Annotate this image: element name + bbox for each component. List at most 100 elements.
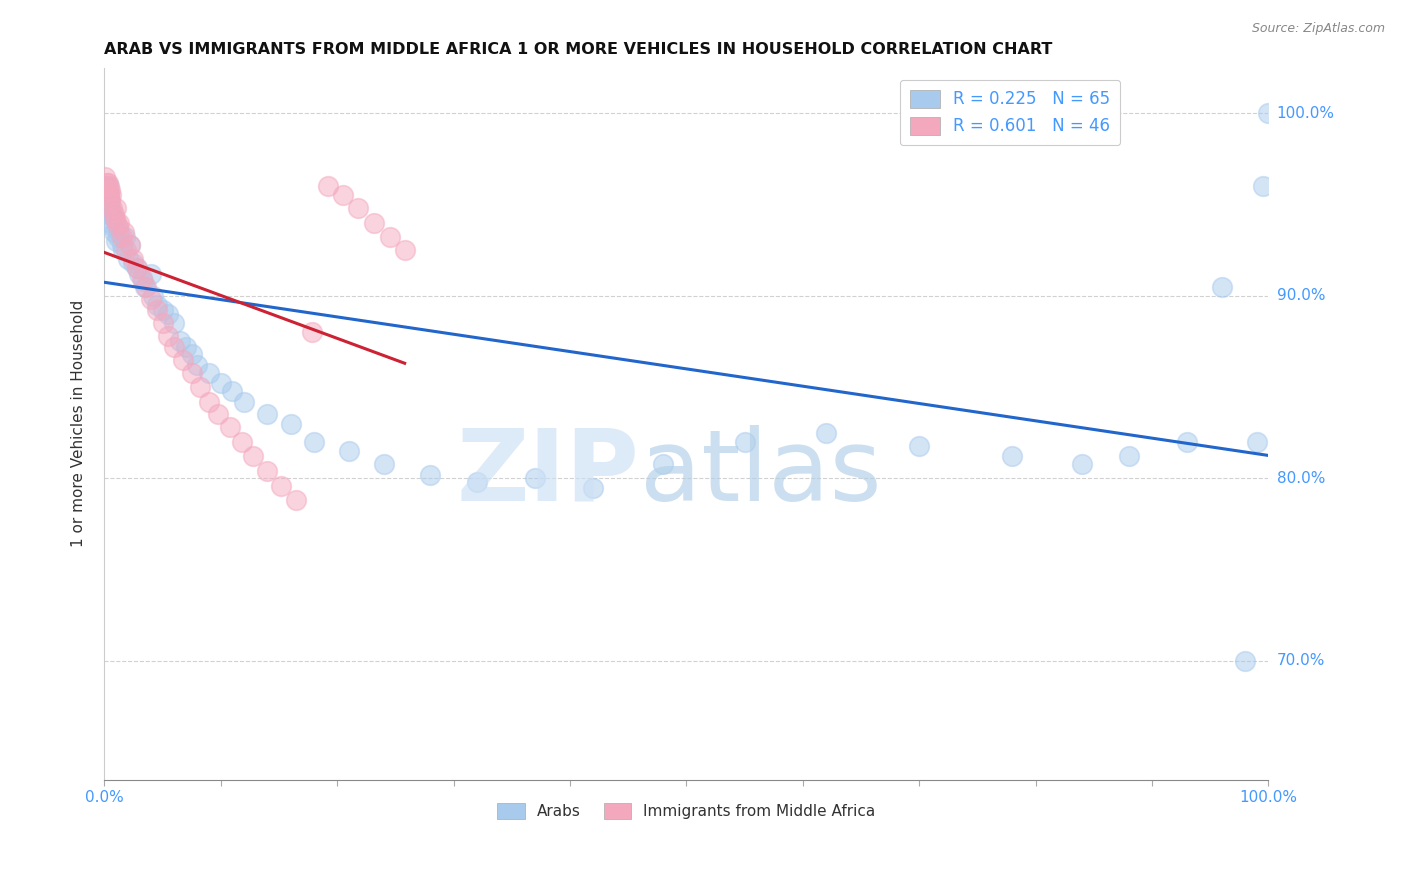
Point (163, 316, 186, 330)
Point (107, 230, 129, 244)
Point (332, 188, 354, 202)
Point (97, 179, 120, 194)
Point (233, 394, 256, 409)
Point (1071, 457, 1094, 471)
Text: ZIP: ZIP (457, 425, 640, 522)
Point (198, 366, 221, 380)
Point (98, 194, 121, 208)
Point (172, 352, 194, 367)
Point (104, 212, 127, 227)
Point (180, 366, 202, 380)
Point (103, 225, 125, 239)
Point (97, 188, 120, 202)
Point (100, 216, 122, 230)
Point (347, 201, 370, 215)
Point (101, 219, 124, 234)
Point (97, 183, 120, 197)
Point (118, 237, 141, 252)
Point (157, 329, 180, 343)
Point (132, 274, 155, 288)
Point (465, 475, 488, 489)
Point (122, 252, 145, 267)
Point (96, 188, 118, 202)
Point (96, 179, 118, 194)
Point (180, 347, 202, 361)
Point (122, 256, 145, 270)
Point (734, 434, 756, 449)
Point (128, 267, 150, 281)
Point (1118, 450, 1140, 464)
Point (139, 293, 162, 307)
Point (1257, 106, 1279, 120)
Point (105, 219, 128, 234)
Point (207, 408, 229, 422)
Point (524, 471, 547, 485)
Point (163, 340, 186, 354)
Point (652, 457, 675, 471)
Point (112, 225, 135, 239)
Point (219, 420, 242, 434)
Text: 100.0%: 100.0% (1277, 106, 1334, 120)
Y-axis label: 1 or more Vehicles in Household: 1 or more Vehicles in Household (72, 300, 86, 548)
Point (270, 479, 292, 493)
Point (111, 243, 134, 257)
Point (114, 230, 136, 244)
Point (96, 179, 118, 194)
Point (373, 457, 395, 471)
Point (134, 279, 156, 293)
Point (1246, 434, 1268, 449)
Point (104, 201, 127, 215)
Text: ARAB VS IMMIGRANTS FROM MIDDLE AFRICA 1 OR MORE VEHICLES IN HOUSEHOLD CORRELATIO: ARAB VS IMMIGRANTS FROM MIDDLE AFRICA 1 … (104, 42, 1053, 57)
Point (169, 334, 191, 349)
Point (98, 194, 121, 208)
Point (94, 179, 117, 194)
Point (337, 444, 360, 458)
Point (125, 261, 148, 276)
Point (101, 201, 124, 215)
Point (221, 384, 243, 398)
Point (242, 450, 264, 464)
Point (198, 394, 221, 409)
Point (1175, 434, 1198, 449)
Point (131, 270, 153, 285)
Point (125, 261, 148, 276)
Point (1211, 279, 1233, 293)
Point (97, 207, 120, 221)
Point (104, 234, 127, 248)
Point (378, 230, 401, 244)
Text: 70.0%: 70.0% (1277, 654, 1324, 668)
Point (145, 303, 167, 318)
Point (97, 197, 120, 211)
Point (98, 201, 121, 215)
Point (139, 267, 162, 281)
Point (111, 237, 134, 252)
Point (285, 493, 308, 508)
Point (101, 207, 124, 221)
Point (104, 212, 127, 227)
Text: atlas: atlas (640, 425, 882, 522)
Point (1251, 179, 1274, 194)
Point (174, 340, 197, 354)
Point (108, 216, 131, 230)
Text: Source: ZipAtlas.com: Source: ZipAtlas.com (1251, 22, 1385, 36)
Point (231, 434, 253, 449)
Point (1001, 450, 1024, 464)
Point (108, 225, 131, 239)
Point (186, 358, 208, 372)
Point (117, 252, 139, 267)
Point (908, 438, 931, 452)
Legend: Arabs, Immigrants from Middle Africa: Arabs, Immigrants from Middle Africa (491, 797, 882, 825)
Text: 80.0%: 80.0% (1277, 471, 1324, 486)
Point (157, 307, 180, 321)
Point (152, 316, 174, 330)
Point (419, 467, 441, 482)
Point (96, 176, 118, 190)
Point (815, 425, 838, 440)
Point (145, 298, 167, 312)
Point (103, 207, 125, 221)
Point (107, 219, 129, 234)
Point (98, 183, 121, 197)
Text: 90.0%: 90.0% (1277, 288, 1326, 303)
Point (97, 176, 120, 190)
Point (111, 230, 134, 244)
